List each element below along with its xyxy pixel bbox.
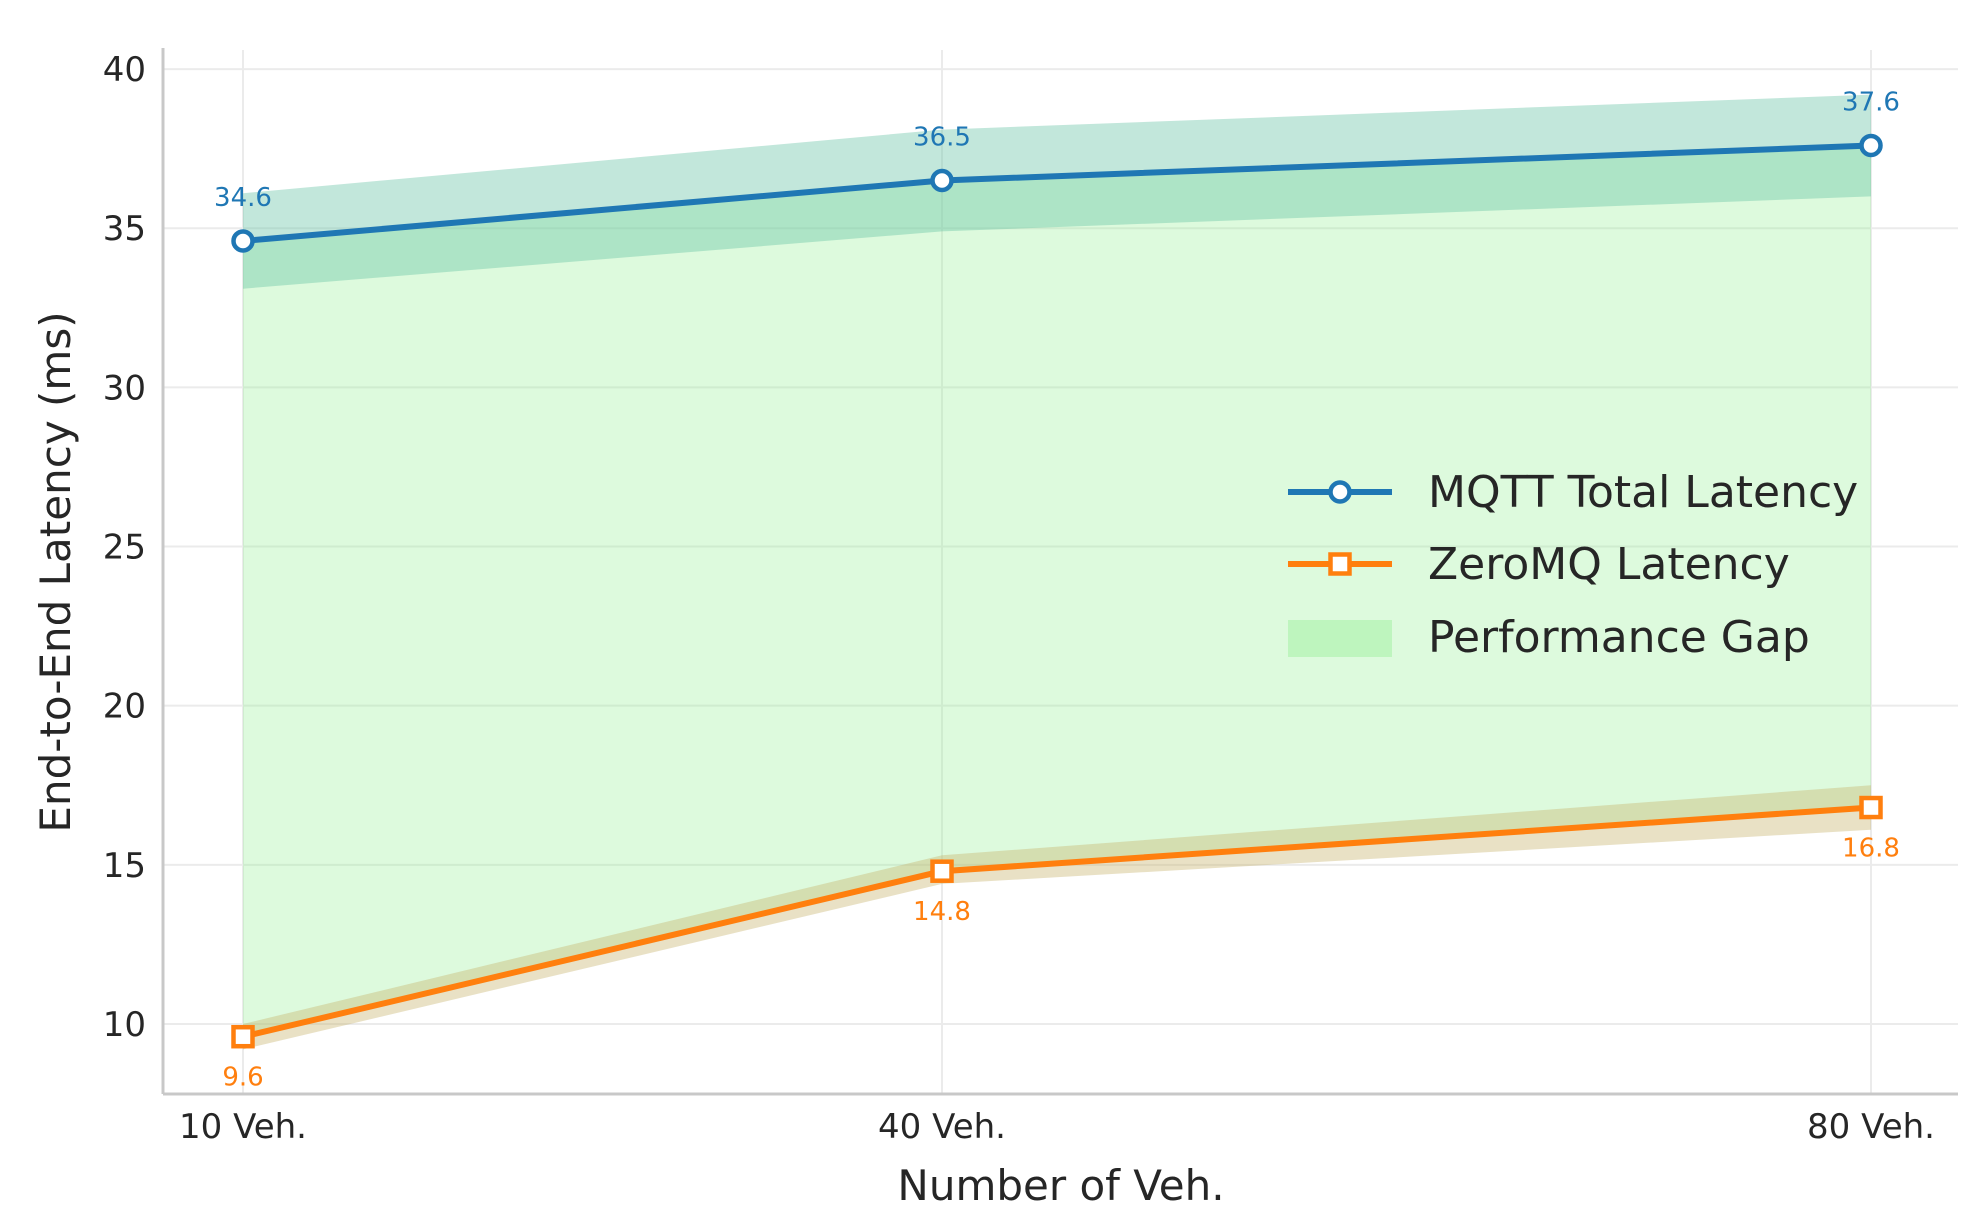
zeromq-data-label: 14.8	[913, 897, 971, 927]
zeromq-point	[930, 859, 954, 883]
mqtt-data-label: 36.5	[913, 123, 971, 153]
legend-mqtt-label: MQTT Total Latency	[1428, 467, 1858, 518]
grid-lines	[163, 50, 1958, 1094]
zeromq-band	[243, 785, 1871, 1050]
x-axis-title: Number of Veh.	[897, 1161, 1224, 1210]
legend: MQTT Total Latency ZeroMQ Latency Performa…	[1288, 467, 1858, 663]
zeromq-data-label: 9.6	[222, 1063, 263, 1093]
x-tick-label: 80 Veh.	[1807, 1107, 1935, 1147]
y-tick-label: 10	[103, 1005, 146, 1045]
zeromq-data-label: 16.8	[1842, 834, 1900, 864]
legend-mqtt-marker	[1328, 480, 1352, 504]
legend-gap-swatch	[1288, 620, 1392, 657]
y-tick-label: 15	[103, 846, 146, 886]
mqtt-band	[243, 94, 1871, 289]
mqtt-point	[231, 229, 255, 253]
y-tick-label: 35	[103, 209, 146, 249]
y-tick-label: 25	[103, 528, 146, 568]
performance-gap-area	[243, 145, 1871, 1037]
x-tick-label: 10 Veh.	[179, 1107, 307, 1147]
legend-zeromq-label: ZeroMQ Latency	[1428, 539, 1790, 590]
zeromq-point	[231, 1024, 255, 1049]
mqtt-point	[930, 168, 954, 193]
x-tick-label: 40 Veh.	[878, 1107, 1006, 1147]
zeromq-point	[1859, 795, 1883, 820]
mqtt-point	[1859, 133, 1883, 158]
band-fills	[243, 94, 1871, 1050]
y-tick-label: 40	[103, 50, 146, 90]
data-labels: 34.6 36.5 37.6 9.6 14.8 16.8	[214, 87, 1900, 1092]
axes: 10 15 20 25 30 35 40 10 Veh. 40 Veh. 80 Veh. Numbe…	[31, 48, 1958, 1210]
y-axis-title: End-to-End Latency (ms)	[31, 311, 80, 832]
mqtt-data-label: 37.6	[1842, 87, 1900, 117]
series-markers	[231, 133, 1883, 1049]
legend-zeromq-marker	[1328, 552, 1352, 576]
y-tick-label: 30	[103, 368, 146, 408]
y-tick-label: 20	[103, 687, 146, 727]
mqtt-data-label: 34.6	[214, 183, 272, 213]
legend-gap-label: Performance Gap	[1428, 612, 1810, 663]
